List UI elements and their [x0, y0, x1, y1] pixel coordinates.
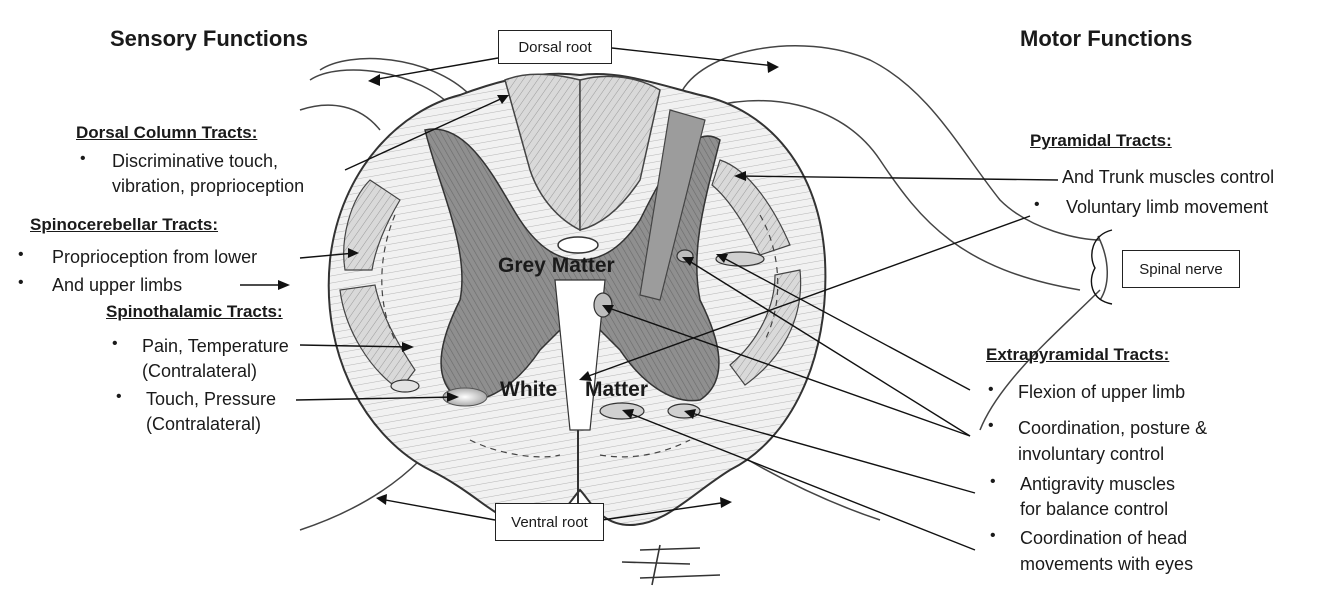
- dorsal-root-label: Dorsal root: [498, 30, 612, 64]
- bullet: •: [1034, 196, 1040, 213]
- bullet: •: [988, 381, 994, 398]
- white-label: White: [500, 378, 558, 401]
- spinocerebellar-title: Spinocerebellar Tracts:: [30, 215, 219, 234]
- spinothalamic-title: Spinothalamic Tracts:: [106, 302, 283, 321]
- motor-functions-heading: Motor Functions: [1020, 26, 1193, 51]
- spinal-nerve-bracket: [1090, 229, 1113, 305]
- pyramidal-item-1: And Trunk muscles control: [1062, 167, 1275, 187]
- scale-mark: [621, 544, 721, 586]
- extrapyramidal-item-4-line-2: movements with eyes: [1020, 554, 1194, 574]
- extrapyramidal-item-3-line-1: Antigravity muscles: [1020, 474, 1176, 494]
- matter-label: Matter: [585, 378, 649, 401]
- bullet: •: [116, 388, 122, 405]
- spinocerebellar-item-2: And upper limbs: [52, 275, 183, 295]
- dorsal-root-left: [299, 57, 471, 131]
- grey-matter-label: Grey Matter: [498, 254, 615, 277]
- spinothalamic-item-1-line-1: Pain, Temperature: [142, 336, 289, 356]
- spinal-nerve-label: Spinal nerve: [1122, 250, 1240, 288]
- spinothalamic-item-1-line-2: (Contralateral): [142, 361, 258, 381]
- pyramidal-item-2: Voluntary limb movement: [1066, 197, 1269, 217]
- dorsal-column-item-line-2: vibration, proprioception: [112, 176, 305, 196]
- dorsal-column-item-line-1: Discriminative touch,: [112, 151, 279, 171]
- arrowheads: [278, 61, 779, 508]
- spinothalamic-item-2-line-1: Touch, Pressure: [146, 389, 277, 409]
- sensory-functions-heading: Sensory Functions: [110, 26, 309, 51]
- spinal-cord-section: [327, 72, 827, 527]
- extrapyramidal-item-2-line-1: Coordination, posture &: [1018, 418, 1208, 438]
- spinocerebellar-item-1: Proprioception from lower: [52, 247, 258, 267]
- bullet: •: [990, 527, 996, 544]
- ventral-root-label: Ventral root: [495, 503, 604, 541]
- dorsal-column-title: Dorsal Column Tracts:: [76, 123, 258, 142]
- bullet: •: [112, 335, 118, 352]
- spinothalamic-item-2-line-2: (Contralateral): [146, 414, 262, 434]
- extrapyramidal-item-4-line-1: Coordination of head: [1020, 528, 1188, 548]
- extrapyramidal-item-3-line-2: for balance control: [1020, 499, 1169, 519]
- bullet: •: [18, 274, 24, 291]
- dorsal-root-right: [679, 45, 1108, 431]
- bullet: •: [18, 246, 24, 263]
- extrapyramidal-item-1: Flexion of upper limb: [1018, 382, 1186, 402]
- extrapyramidal-item-2-line-2: involuntary control: [1018, 444, 1165, 464]
- extrapyramidal-title: Extrapyramidal Tracts:: [986, 345, 1170, 364]
- bullet: •: [80, 150, 86, 167]
- leader-arrows: [240, 47, 1059, 551]
- bullet: •: [990, 473, 996, 490]
- pyramidal-title: Pyramidal Tracts:: [1030, 131, 1172, 150]
- bullet: •: [988, 417, 994, 434]
